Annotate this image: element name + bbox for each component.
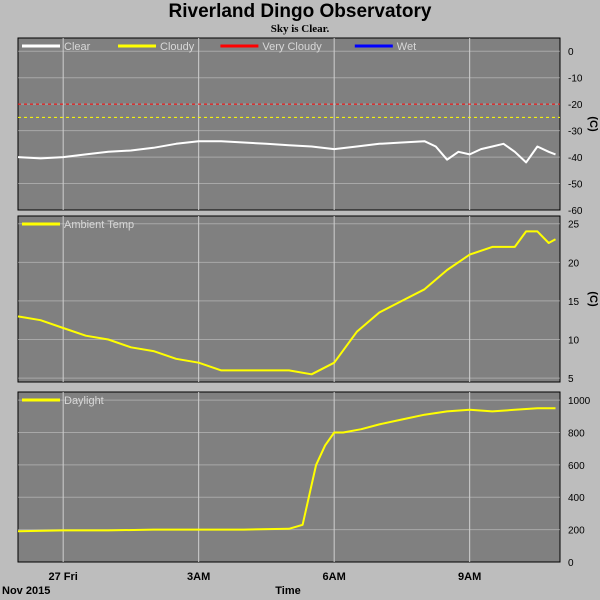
x-tick-label: 6AM bbox=[323, 571, 346, 583]
plot-area bbox=[17, 391, 561, 563]
y-tick-label: 1000 bbox=[568, 396, 591, 407]
series-line bbox=[17, 230, 556, 376]
panel-ambient: 25 20 15 10 5 (C) Ambient Temp bbox=[17, 215, 599, 385]
legend-label: Cloudy bbox=[160, 41, 195, 53]
series-line bbox=[17, 407, 556, 533]
y-tick-label: 0 bbox=[568, 47, 574, 58]
date-label: Nov 2015 bbox=[2, 585, 50, 597]
y-tick-label: 20 bbox=[568, 258, 580, 269]
panel-sky: 0 -10 -20 -30 -40 -50 -60 (C) Clear Cloudy Very Cl… bbox=[17, 37, 599, 217]
y-tick-label: -60 bbox=[568, 206, 583, 217]
panel-daylight: 1000 800 600 400 200 0 Daylight bbox=[17, 391, 591, 569]
legend-label: Clear bbox=[64, 41, 91, 53]
legend-label: Very Cloudy bbox=[262, 41, 322, 53]
y-tick-label: -40 bbox=[568, 153, 583, 164]
y-tick-label: -10 bbox=[568, 74, 583, 85]
y-tick-label: 200 bbox=[568, 526, 585, 537]
x-tick-label: 9AM bbox=[458, 571, 481, 583]
y-tick-label: 15 bbox=[568, 297, 580, 308]
plot-area bbox=[17, 37, 561, 211]
series-line bbox=[17, 140, 556, 164]
x-tick-label: 27 Fri bbox=[48, 571, 77, 583]
page-title: Riverland Dingo Observatory bbox=[168, 1, 432, 22]
sky-status: Sky is Clear. bbox=[270, 23, 330, 35]
plot-area bbox=[17, 215, 561, 383]
y-tick-label: 800 bbox=[568, 428, 585, 439]
y-tick-label: 400 bbox=[568, 493, 585, 504]
y-tick-label: 600 bbox=[568, 461, 585, 472]
x-tick-label: 3AM bbox=[187, 571, 210, 583]
header: Riverland Dingo Observatory Sky is Clear… bbox=[0, 0, 600, 36]
y-tick-label: 0 bbox=[568, 558, 574, 569]
x-axis-title: Time bbox=[275, 585, 300, 597]
y-tick-label: -30 bbox=[568, 127, 583, 138]
legend-label: Daylight bbox=[64, 395, 104, 407]
legend-label: Wet bbox=[397, 41, 416, 53]
y-tick-label: 10 bbox=[568, 336, 580, 347]
y-tick-label: -50 bbox=[568, 180, 583, 191]
y-axis-label: (C) bbox=[587, 291, 599, 307]
y-axis-label: (C) bbox=[587, 116, 599, 132]
y-tick-label: -20 bbox=[568, 100, 583, 111]
legend-label: Ambient Temp bbox=[64, 219, 134, 231]
y-tick-label: 25 bbox=[568, 220, 580, 231]
y-tick-label: 5 bbox=[568, 374, 574, 385]
